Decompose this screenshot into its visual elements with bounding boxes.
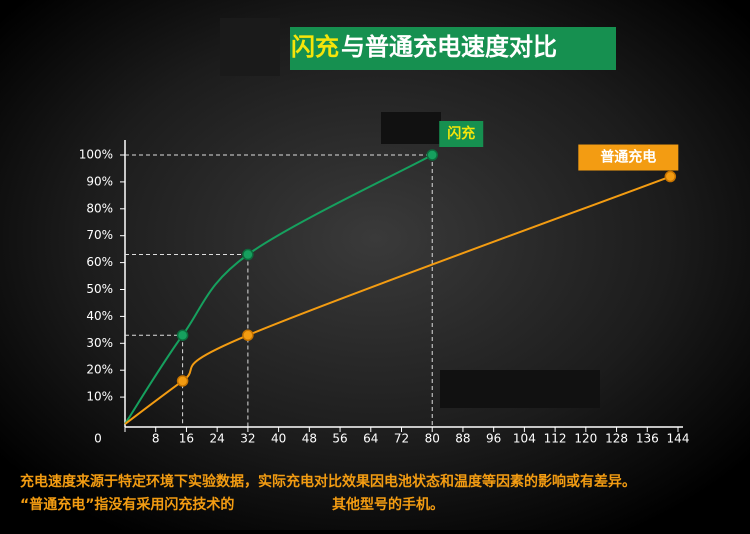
legend-box (578, 144, 679, 171)
y-tick-label: 40% (86, 309, 113, 323)
legend-box (439, 121, 484, 147)
y-tick-label: 90% (86, 174, 113, 188)
y-tick-label: 80% (86, 201, 113, 215)
footnote: “普通充电”指没有采用闪充技术的 (20, 496, 234, 513)
y-tick-label: 30% (86, 336, 113, 350)
x-tick-label: 112 (544, 432, 567, 446)
x-tick-label: 48 (302, 432, 317, 446)
footnote: 其他型号的手机。 (332, 496, 444, 513)
point (242, 248, 254, 261)
x-tick-label: 72 (394, 432, 409, 446)
footnote: 充电速度来源于特定环境下实验数据，实际充电对比效果因电池状态和温度等因素的影响或… (20, 473, 636, 490)
x-tick-label: 128 (605, 432, 628, 446)
x-tick-label: 40 (271, 432, 286, 446)
redaction (381, 112, 441, 144)
point (176, 329, 189, 341)
y-tick-label: 10% (86, 390, 113, 404)
series-line (124, 154, 433, 425)
x-tick-label: 120 (574, 432, 597, 446)
x-tick-label: 64 (363, 432, 378, 446)
x-tick-label: 8 (152, 432, 160, 446)
x-tick-label: 88 (455, 432, 470, 446)
chart-title: 与普通充电速度对比 (341, 33, 557, 61)
y-tick-label: 100% (79, 148, 113, 162)
x-tick-label: 56 (332, 432, 347, 446)
redaction (440, 370, 600, 408)
y-tick-label: 50% (86, 282, 113, 296)
x-tick-label: 96 (486, 432, 501, 446)
y-tick-label: 20% (86, 363, 113, 377)
y-tick-label: 60% (86, 255, 113, 269)
chart-title-highlight: 闪充 (291, 33, 339, 61)
point (242, 329, 254, 341)
redaction (220, 18, 280, 76)
legend-label: 普通充电 (600, 149, 656, 166)
point (426, 149, 438, 161)
legend-label: 闪充 (447, 125, 475, 142)
y-tick-label: 70% (86, 228, 113, 242)
x-tick-label: 0 (94, 432, 102, 446)
x-tick-label: 32 (240, 432, 255, 446)
x-tick-label: 144 (667, 432, 690, 446)
x-tick-label: 104 (513, 432, 536, 446)
x-tick-label: 24 (210, 432, 225, 446)
title-box (290, 27, 616, 70)
x-tick-label: 16 (179, 432, 194, 446)
point (176, 375, 189, 387)
x-tick-label: 136 (636, 432, 659, 446)
point (664, 170, 677, 183)
x-tick-label: 80 (425, 432, 440, 446)
